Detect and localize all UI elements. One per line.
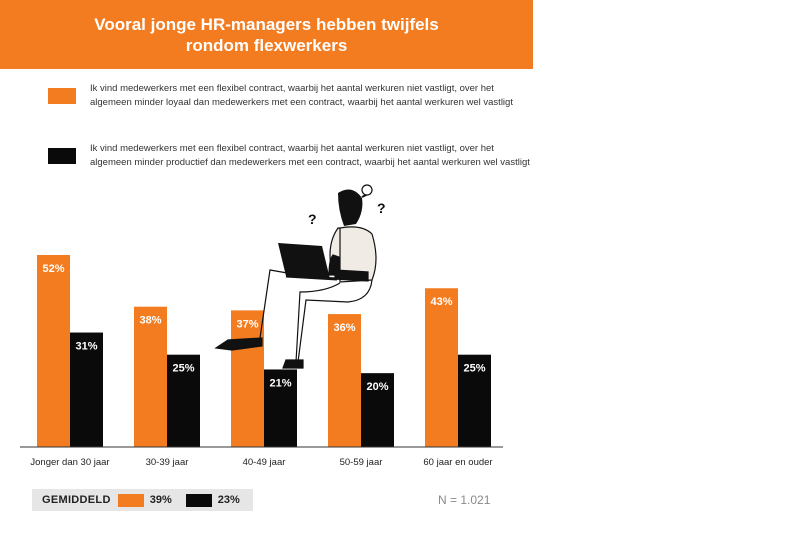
x-tick-label-1: 30-39 jaar (146, 457, 189, 468)
legend-text-productief: Ik vind medewerkers met een flexibel con… (90, 143, 530, 168)
data-label-productief-1: 25% (172, 363, 194, 375)
x-tick-labels: Jonger dan 30 jaar 30-39 jaar 40-49 jaar 50… (30, 457, 492, 468)
average-value-black: 23% (217, 494, 240, 506)
data-label-loyaal-0: 52% (42, 263, 64, 275)
sample-size-note: N = 1.021 (438, 493, 491, 507)
x-tick-label-0: Jonger dan 30 jaar (30, 457, 109, 468)
average-box: GEMIDDELD 39% 23% (32, 489, 253, 511)
average-label: GEMIDDELD (42, 494, 111, 506)
bar-productief-3 (361, 373, 394, 447)
bar-productief-2 (264, 369, 297, 447)
x-tick-label-2: 40-49 jaar (243, 457, 286, 468)
data-label-productief-0: 31% (75, 341, 97, 353)
legend-swatch-orange (48, 88, 76, 104)
bar-loyaal-3 (328, 314, 361, 447)
legend-item-loyaal: Ik vind medewerkers met een flexibel con… (48, 82, 535, 110)
legend-item-productief: Ik vind medewerkers met een flexibel con… (48, 142, 535, 170)
person-illustration: ? ? (214, 184, 386, 369)
bar-productief-1 (167, 354, 200, 447)
data-label-loyaal-3: 36% (333, 322, 355, 334)
x-tick-label-3: 50-59 jaar (340, 457, 383, 468)
data-label-productief-2: 21% (269, 377, 291, 389)
average-swatch-black (185, 493, 212, 507)
svg-text:?: ? (377, 200, 386, 216)
legend-swatch-black (48, 148, 76, 164)
data-label-productief-3: 20% (366, 381, 388, 393)
data-label-loyaal-2: 37% (236, 318, 258, 330)
bar-productief-4 (458, 354, 491, 447)
bar-loyaal-4 (425, 288, 458, 447)
bar-loyaal-0 (37, 255, 70, 447)
average-swatch-orange (117, 493, 144, 507)
bar-productief-0 (70, 332, 103, 447)
data-label-loyaal-1: 38% (139, 315, 161, 327)
svg-text:?: ? (308, 211, 317, 227)
average-value-orange: 39% (149, 494, 172, 506)
title-line-2: rondom flexwerkers (185, 35, 348, 55)
bar-loyaal-1 (134, 306, 167, 447)
data-label-productief-4: 25% (463, 363, 485, 375)
legend-text-loyaal: Ik vind medewerkers met een flexibel con… (90, 83, 513, 108)
title-line-1: Vooral jonge HR-managers hebben twijfels (94, 14, 439, 34)
x-tick-label-4: 60 jaar en ouder (423, 457, 492, 468)
bars-group: 52% 31% 38% 25% 37% 21% 36% 20% 43% 25% (37, 255, 491, 447)
data-label-loyaal-4: 43% (430, 296, 452, 308)
chart-title: Vooral jonge HR-managers hebben twijfels… (0, 0, 533, 69)
bar-loyaal-2 (231, 310, 264, 447)
